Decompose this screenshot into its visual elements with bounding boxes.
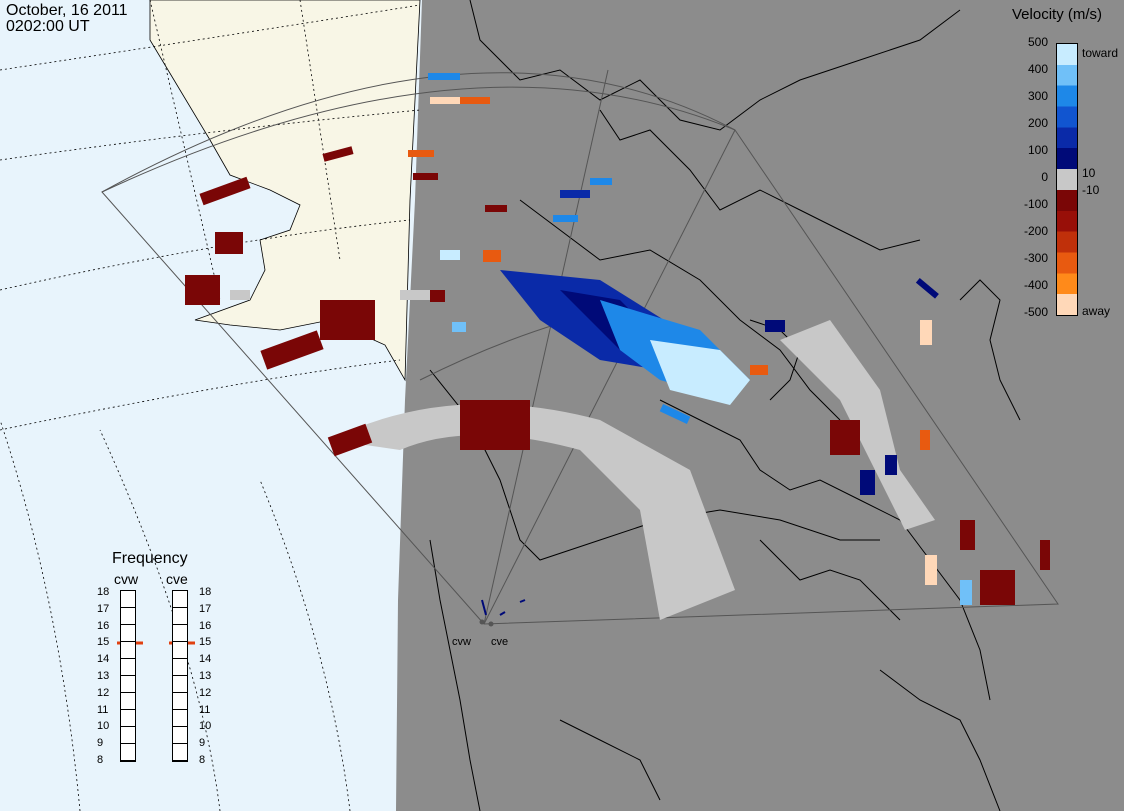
- radar-label-cvw: cvw: [452, 636, 471, 648]
- freq-name-cve: cve: [166, 571, 188, 587]
- echoes-peach: [430, 97, 937, 585]
- cb-label-pos10: 10: [1082, 166, 1096, 180]
- radar-site-cve: [488, 621, 494, 627]
- radar-label-cve: cve: [491, 636, 509, 648]
- freq-scale-left-18: 18: [97, 586, 110, 598]
- echoes-away: [185, 146, 1050, 605]
- cb-tick-100: 100: [1027, 143, 1048, 157]
- cb-tick-m200: -200: [1023, 224, 1048, 238]
- freq-scale-right-16: 16: [199, 619, 212, 632]
- date-label: October, 16 2011: [6, 2, 128, 19]
- freq-scale-left-9: 9: [97, 737, 104, 750]
- freq-scale-right-11: 11: [199, 703, 211, 716]
- time-label: 0202:00 UT: [6, 18, 90, 35]
- freq-scale-left-12: 12: [97, 686, 110, 699]
- cb-tick-400: 400: [1027, 62, 1048, 76]
- cb-tick-m400: -400: [1023, 278, 1048, 292]
- freq-scale-left-15: 15: [97, 636, 110, 649]
- cb-tick-m300: -300: [1023, 251, 1048, 265]
- cb-tick-m500: -500: [1023, 305, 1048, 319]
- velocity-title: Velocity (m/s): [1012, 6, 1103, 23]
- freq-scale-right-18: 18: [199, 586, 212, 598]
- cb-tick-300: 300: [1027, 89, 1048, 103]
- freq-scale-right-13: 13: [199, 670, 212, 682]
- freq-scale-right-12: 12: [199, 686, 212, 699]
- freq-scale-left-14: 14: [97, 653, 110, 666]
- freq-scale-right-9: 9: [199, 737, 206, 750]
- freq-scale-right-15: 15: [199, 636, 212, 649]
- frequency-title: Frequency: [112, 550, 188, 567]
- freq-scale-left-13: 13: [97, 670, 110, 682]
- freq-scale-left-10: 10: [97, 720, 110, 733]
- freq-bar-cvw: [120, 590, 136, 762]
- freq-scale-left-11: 11: [97, 703, 109, 716]
- freq-scale-right-17: 17: [199, 602, 212, 615]
- echoes-toward: [428, 73, 972, 605]
- freq-scale-right-8: 8: [199, 754, 206, 766]
- freq-scale-right-10: 10: [199, 720, 212, 733]
- freq-scale-left-8: 8: [97, 754, 104, 766]
- cb-label-toward: toward: [1082, 46, 1119, 60]
- cb-tick-500: 500: [1027, 35, 1048, 49]
- freq-scale-left-17: 17: [97, 602, 110, 615]
- freq-scale-left-16: 16: [97, 619, 110, 632]
- cb-label-neg10: -10: [1082, 183, 1100, 197]
- cb-label-away: away: [1082, 304, 1111, 318]
- cb-tick-200: 200: [1027, 116, 1048, 130]
- freq-bar-cve: [172, 590, 188, 762]
- coastlines: [429, 0, 1021, 811]
- echoes-orange: [408, 97, 930, 450]
- radar-site-cvw: [479, 619, 485, 625]
- freq-scale-right-14: 14: [199, 653, 212, 666]
- cb-tick-m100: -100: [1023, 197, 1048, 211]
- freq-name-cvw: cvw: [114, 571, 139, 587]
- velocity-colorbar: [1056, 43, 1078, 316]
- cb-tick-0: 0: [1041, 170, 1048, 184]
- radar-site-vectors: [481, 599, 526, 616]
